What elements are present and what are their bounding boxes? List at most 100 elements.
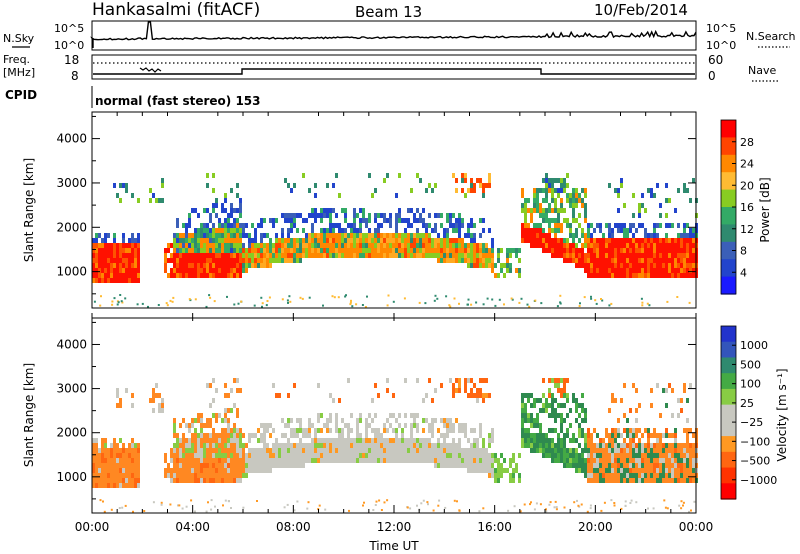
- vel-cell-1542: [635, 473, 638, 478]
- vel-cell-1297: [563, 418, 566, 423]
- vel-cell-1229: [545, 433, 548, 438]
- vel-cell-1307: [566, 433, 569, 438]
- power-cell-1560: [638, 273, 641, 278]
- power-cell-1005: [452, 223, 455, 228]
- vel-cell-289: [200, 438, 203, 443]
- vel-cell-921: [422, 398, 425, 403]
- power-cell-105: [125, 278, 128, 283]
- vel-cell-1117: [491, 468, 494, 473]
- vel-cell-439: [233, 403, 236, 408]
- power-cell-617: [305, 243, 308, 248]
- vel-cell-1709: [680, 408, 683, 413]
- vel-cell-241: [188, 443, 191, 448]
- power-cell-890: [407, 208, 410, 213]
- vel-cell-827: [386, 443, 389, 448]
- power-cell-505: [260, 253, 263, 258]
- vel-cell-1564: [638, 403, 641, 408]
- vel-cell-266: [194, 433, 197, 438]
- power-cell-220: [185, 253, 188, 258]
- vel-cell-1007: [455, 458, 458, 463]
- power-cell-195: [176, 223, 179, 228]
- vel-cell-1468: [614, 443, 617, 448]
- vel-cell-672: [323, 423, 326, 428]
- vel-cell-488: [248, 433, 251, 438]
- power-cell-200: [179, 258, 182, 263]
- power-cell-1672: [668, 263, 671, 268]
- power-cell-221: [185, 248, 188, 253]
- vel-cell-336: [212, 463, 215, 468]
- vel-cell-1688: [674, 438, 677, 443]
- power-cell-820: [380, 233, 383, 238]
- power-cell-1596: [647, 263, 650, 268]
- power-cell-1362: [581, 253, 584, 258]
- vel-cell-203: [179, 478, 182, 483]
- power-cell-146: [137, 268, 140, 273]
- power-cell-1251: [551, 218, 554, 223]
- vel-cell-1417: [599, 438, 602, 443]
- power-cell-953: [434, 253, 437, 258]
- power-cell-293: [203, 208, 206, 213]
- power-cell-78: [116, 263, 119, 268]
- vel-scatter-38: [535, 502, 538, 505]
- power-cell-1339: [575, 263, 578, 268]
- power-cell-638: [314, 248, 317, 253]
- vel-cell-123: [128, 448, 131, 453]
- vel-cell-602: [296, 453, 299, 458]
- power-cell-921: [419, 213, 422, 218]
- vel-cell-516: [263, 468, 266, 473]
- vel-scatter-75: [160, 503, 163, 506]
- vel-cell-1122: [491, 433, 494, 438]
- power-cell-452: [239, 233, 242, 238]
- vel-cell-1440: [608, 463, 611, 468]
- power-cell-1554: [635, 258, 638, 263]
- power-cell-857: [395, 223, 398, 228]
- power-cell-837: [386, 173, 389, 178]
- vel-cell-364: [218, 458, 221, 463]
- power-cell-330: [212, 223, 215, 228]
- vel-cell-1217: [542, 448, 545, 453]
- vel-cell-557: [278, 453, 281, 458]
- power-cell-1631: [656, 253, 659, 258]
- vel-cell-1252: [551, 398, 554, 403]
- power-cell-1301: [563, 208, 566, 213]
- vel-cell-453: [236, 408, 239, 413]
- vel-cell-1411: [599, 468, 602, 473]
- power-cell-1585: [644, 263, 647, 268]
- vel-cell-754: [356, 428, 359, 433]
- power-cell-91: [119, 243, 122, 248]
- power-cell-1605: [650, 268, 653, 273]
- vel-cell-1557: [638, 463, 641, 468]
- power-cell-80: [116, 253, 119, 258]
- vel-cell-1126: [494, 468, 497, 473]
- vel-cell-417: [230, 463, 233, 468]
- power-cell-1578: [641, 243, 644, 248]
- vel-cell-331: [209, 403, 212, 408]
- vel-cell-278: [197, 433, 200, 438]
- vel-cell-37: [101, 438, 104, 443]
- power-cell-1425: [599, 258, 602, 263]
- vel-cell-1230: [545, 408, 548, 413]
- power-cell-197: [179, 273, 182, 278]
- power-cell-1001: [452, 248, 455, 253]
- vel-cell-1227: [545, 443, 548, 448]
- vel-cell-75: [116, 483, 119, 488]
- power-cell-1147: [518, 273, 521, 278]
- power-scatter-52: [333, 296, 336, 299]
- power-cell-434: [236, 248, 239, 253]
- vel-cell-1399: [593, 428, 596, 433]
- vel-cell-542: [272, 458, 275, 463]
- power-cell-652: [317, 213, 320, 218]
- power-cell-511: [260, 218, 263, 223]
- power-cell-1572: [641, 273, 644, 278]
- power-cell-1489: [617, 238, 620, 243]
- power-cell-172: [170, 273, 173, 278]
- vel-cell-1147: [512, 468, 515, 473]
- vel-cell-1678: [671, 413, 674, 418]
- vel-cell-388: [224, 453, 227, 458]
- power-cell-925: [422, 243, 425, 248]
- power-cell-13: [95, 258, 98, 263]
- power-ytick-label-0: 4000: [56, 132, 87, 146]
- vel-cell-657: [317, 418, 320, 423]
- vel-cell-1720: [683, 388, 686, 393]
- power-scatter-31: [559, 294, 562, 297]
